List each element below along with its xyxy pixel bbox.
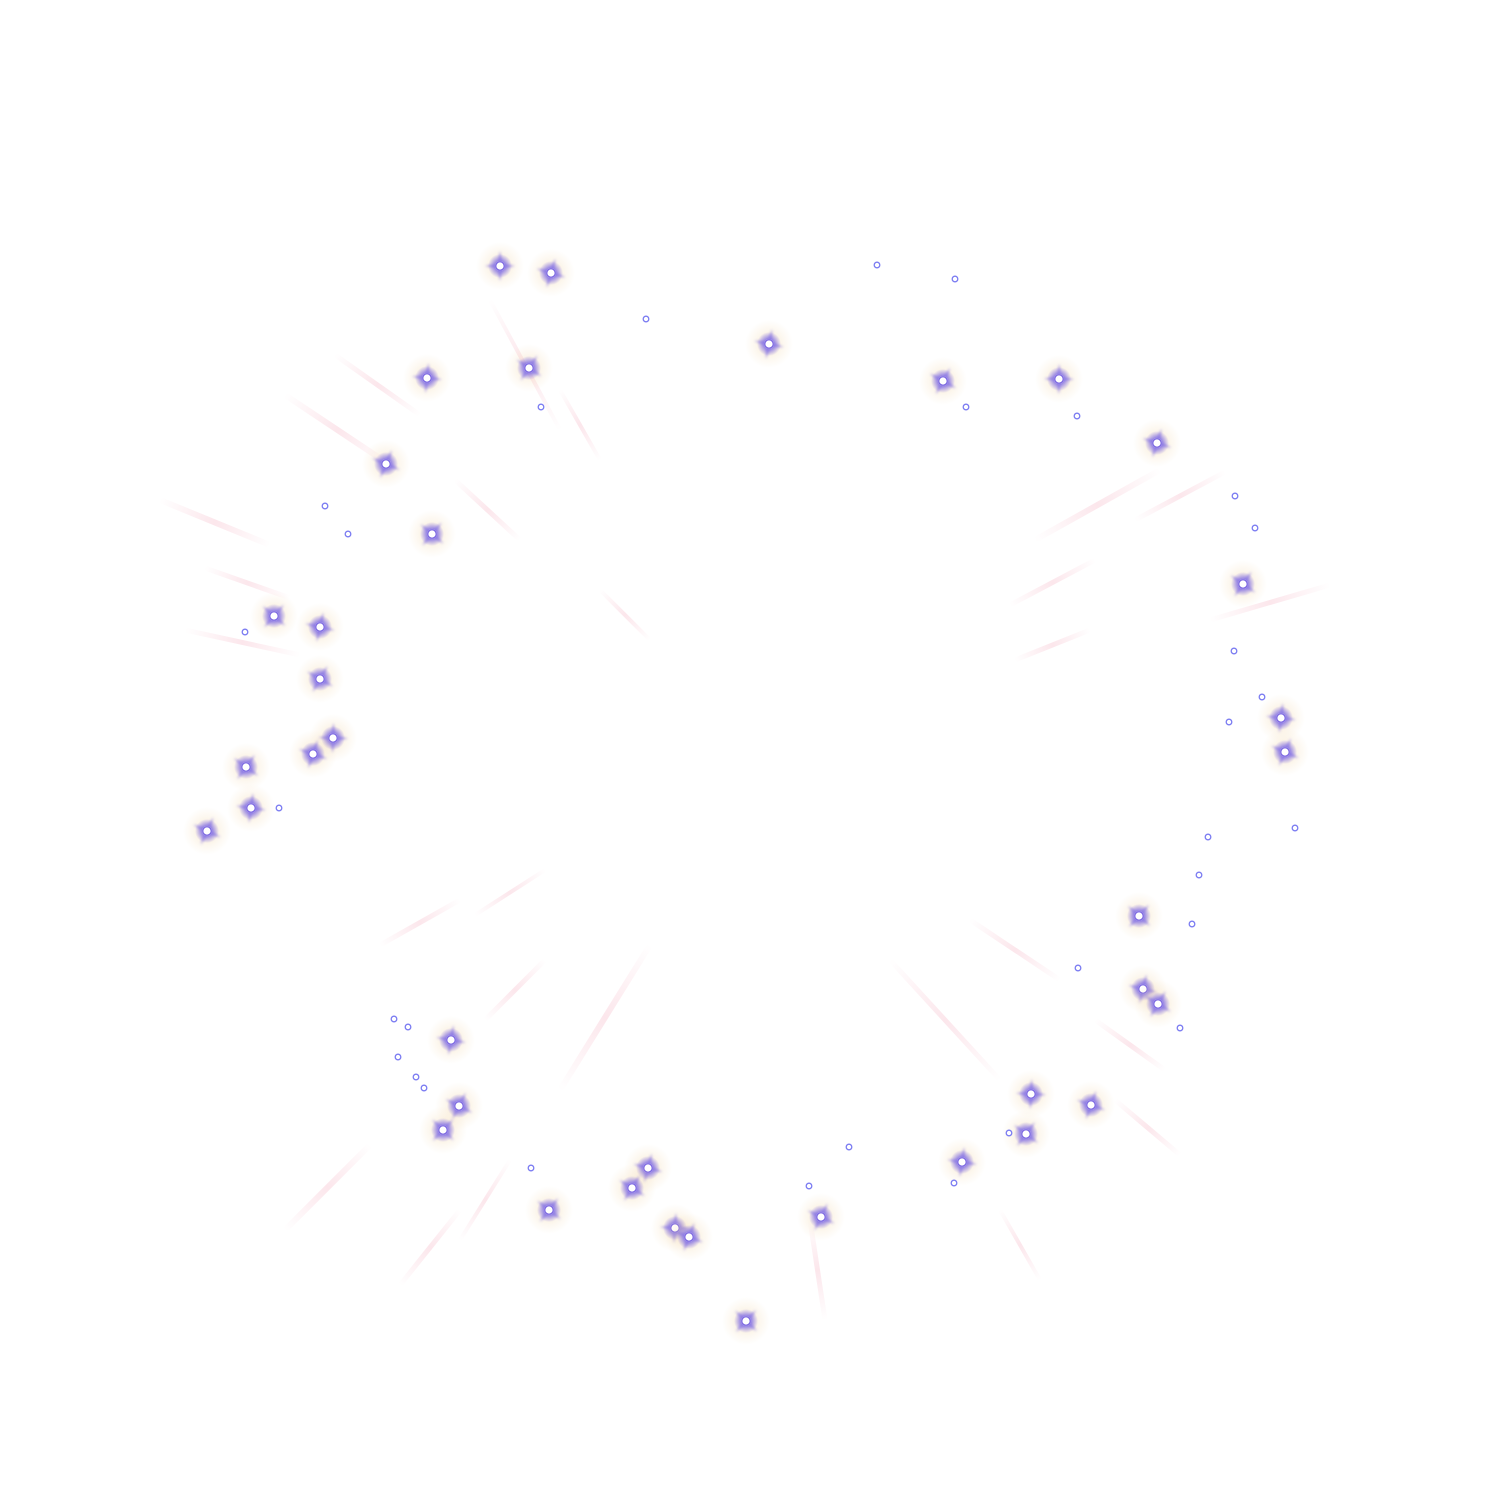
- small-dot: [1251, 524, 1259, 532]
- small-dot: [1074, 964, 1082, 972]
- sparkle: [476, 242, 524, 290]
- sparkle: [296, 655, 344, 703]
- sparkle: [1133, 419, 1181, 467]
- small-dot: [527, 1164, 535, 1172]
- small-dot: [1188, 920, 1196, 928]
- small-dot: [642, 315, 650, 323]
- light-streak: [334, 353, 421, 417]
- light-streak: [159, 498, 271, 547]
- sparkle: [183, 807, 231, 855]
- sparkle: [919, 357, 967, 405]
- sparkle: [1261, 728, 1309, 776]
- small-dot: [1005, 1129, 1013, 1137]
- light-streak: [998, 1209, 1042, 1281]
- small-dot: [1225, 718, 1233, 726]
- small-dot: [951, 275, 959, 283]
- sparkle: [608, 1164, 656, 1212]
- sparkle: [1219, 560, 1267, 608]
- small-dot: [873, 261, 881, 269]
- small-dot: [805, 1182, 813, 1190]
- sparkle: [505, 344, 553, 392]
- sparkle: [665, 1213, 713, 1261]
- small-dot: [1073, 412, 1081, 420]
- sparkle: [525, 1186, 573, 1234]
- light-streak: [558, 944, 652, 1091]
- small-dot: [1291, 824, 1299, 832]
- sparkle: [745, 320, 793, 368]
- small-dot: [412, 1073, 420, 1081]
- small-dot: [1230, 647, 1238, 655]
- light-streak: [484, 959, 546, 1021]
- light-streak: [599, 589, 651, 641]
- small-dot: [344, 530, 352, 538]
- light-streak: [284, 1144, 371, 1231]
- light-streak: [1094, 1018, 1166, 1072]
- light-streak: [1009, 558, 1096, 607]
- light-streak: [1034, 468, 1161, 542]
- light-streak: [1014, 628, 1091, 662]
- light-streak: [454, 479, 521, 541]
- small-dot: [420, 1084, 428, 1092]
- light-streak: [969, 918, 1061, 982]
- small-dot: [390, 1015, 398, 1023]
- light-streak: [399, 1209, 461, 1286]
- sparkle: [250, 592, 298, 640]
- small-dot: [1176, 1024, 1184, 1032]
- light-streak: [204, 566, 291, 600]
- sparkle: [427, 1016, 475, 1064]
- light-streak: [1114, 1099, 1181, 1156]
- sparkle: [797, 1193, 845, 1241]
- light-streak: [807, 1219, 828, 1321]
- small-dot: [950, 1179, 958, 1187]
- light-streak: [558, 389, 602, 461]
- small-dot: [845, 1143, 853, 1151]
- sparkles-group: [183, 242, 1309, 1345]
- sparkle: [222, 743, 270, 791]
- sparkle: [296, 603, 344, 651]
- sparkle: [403, 354, 451, 402]
- small-dot: [1204, 833, 1212, 841]
- sparkle: [527, 249, 575, 297]
- small-dot: [1258, 693, 1266, 701]
- light-streak: [889, 959, 1001, 1081]
- small-dot: [404, 1023, 412, 1031]
- small-dot: [241, 628, 249, 636]
- sparkle: [1115, 892, 1163, 940]
- light-streak: [474, 869, 546, 916]
- light-streak: [459, 1159, 511, 1241]
- small-dot: [275, 804, 283, 812]
- light-streak: [184, 628, 301, 657]
- small-dot: [537, 403, 545, 411]
- small-dot: [962, 403, 970, 411]
- light-streaks: [159, 299, 1331, 1321]
- sparkle: [289, 730, 337, 778]
- sparkle: [408, 510, 456, 558]
- small-dots-group: [241, 261, 1299, 1190]
- sparkle: [1007, 1070, 1055, 1118]
- sparkle: [938, 1138, 986, 1186]
- small-dot: [394, 1053, 402, 1061]
- sparkle: [1134, 980, 1182, 1028]
- sparkle: [1035, 355, 1083, 403]
- small-dot: [321, 502, 329, 510]
- small-dot: [1231, 492, 1239, 500]
- sparkle: [227, 784, 275, 832]
- light-streak: [284, 393, 391, 467]
- sparkle: [362, 440, 410, 488]
- sparkle: [1002, 1110, 1050, 1158]
- sparkle: [419, 1106, 467, 1154]
- light-streak: [379, 898, 461, 947]
- light-streak: [1134, 470, 1226, 522]
- sparkle: [722, 1297, 770, 1345]
- small-dot: [1195, 871, 1203, 879]
- sparkle: [1067, 1081, 1115, 1129]
- light-streak: [1209, 583, 1331, 622]
